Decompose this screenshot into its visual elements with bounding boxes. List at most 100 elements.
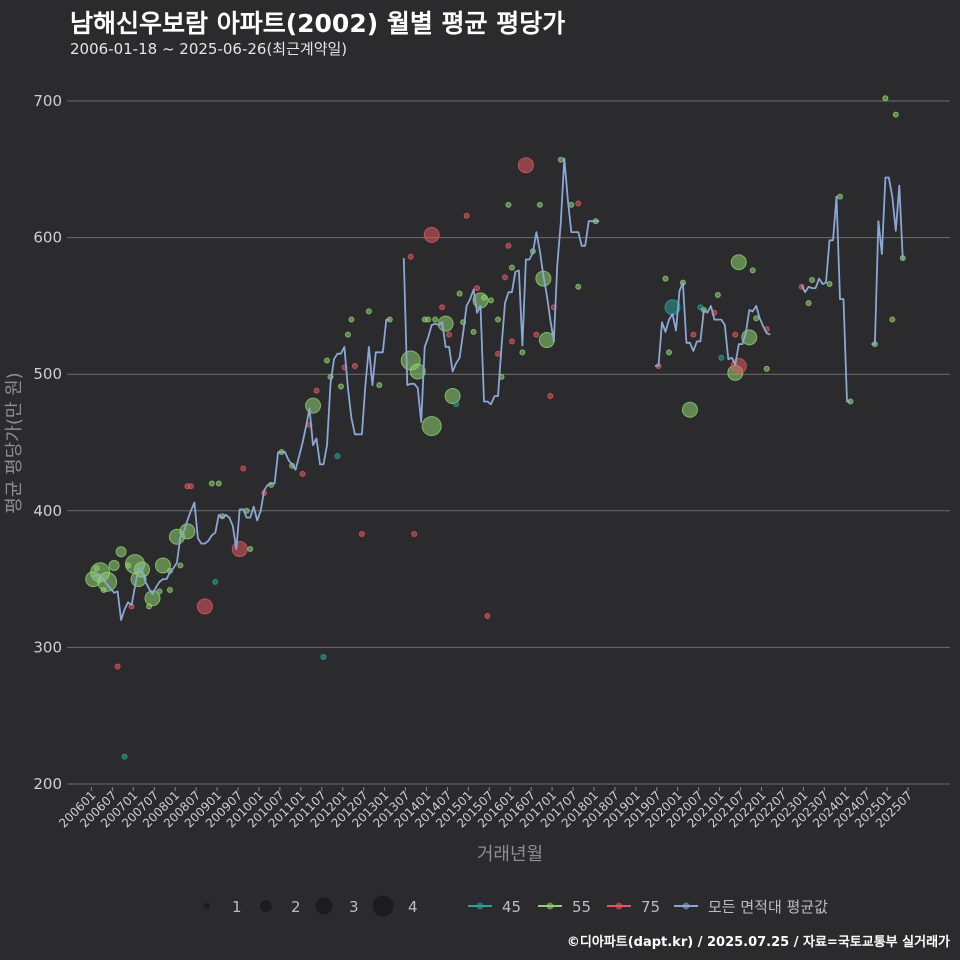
data-point-75 [313,387,320,394]
data-point-45 [453,401,460,408]
data-point-55 [305,397,322,414]
data-point-45 [718,354,725,361]
average-line-segment [871,176,904,346]
data-point-75 [547,393,554,400]
data-point-75 [575,200,582,207]
legend-size-marker [204,903,210,909]
data-point-75 [501,274,508,281]
credit-footer: ©디아파트(dapt.kr) / 2025.07.25 / 자료=국토교통부 실… [566,935,950,950]
legend-size-marker [260,900,272,912]
data-point-55 [714,291,721,298]
data-point-55 [575,283,582,290]
legend: 1 2 3 4 45 55 75 모든 면적대 평균값 [204,895,828,917]
data-point-75 [423,226,440,243]
legend-size-marker [372,895,394,917]
data-point-55 [557,156,564,163]
data-point-55 [481,294,488,301]
data-point-75 [351,363,358,370]
data-point-55 [508,264,515,271]
data-point-55 [166,587,173,594]
data-point-55 [376,382,383,389]
y-tick-label: 600 [33,229,62,247]
data-point-55 [444,388,461,405]
x-axis-ticks: 2006012006072007012007072008012008072009… [56,787,915,831]
legend-size-marker [315,897,333,915]
chart-title: 남해신우보람 아파트(2002) 월별 평균 평당가 [70,9,566,38]
data-point-55 [805,300,812,307]
data-point-55 [662,275,669,282]
data-point-55 [505,201,512,208]
data-point-75 [299,470,306,477]
data-point-55 [836,193,843,200]
data-point-55 [365,308,372,315]
data-point-55 [470,328,477,335]
data-point-55 [337,383,344,390]
average-line-segment [655,281,771,367]
legend-dot [546,902,554,910]
legend-size-label: 3 [349,898,359,916]
data-point-55 [409,363,426,380]
legend-dot [615,902,623,910]
data-point-75 [407,253,414,260]
data-point-75 [690,331,697,338]
data-point-55 [681,401,698,418]
data-point-75 [231,541,248,558]
data-point-55 [144,590,161,607]
chart-subtitle: 2006-01-18 ~ 2025-06-26(최근계약일) [70,40,348,58]
data-point-55 [889,316,896,323]
data-point-55 [156,588,163,595]
data-point-55 [826,281,833,288]
data-point-55 [749,267,756,274]
legend-dot [476,902,484,910]
data-point-75 [358,531,365,538]
data-point-75 [494,350,501,357]
y-tick-label: 300 [33,638,62,656]
data-point-75 [463,212,470,219]
data-point-55 [809,276,816,283]
x-axis-label: 거래년월 [477,844,543,865]
average-line-segment [93,318,390,621]
data-point-75 [484,612,491,619]
data-point-75 [533,331,540,338]
data-point-55 [763,365,770,372]
data-point-55 [432,316,439,323]
data-point-55 [892,111,899,118]
data-point-75 [508,338,515,345]
data-point-75 [505,242,512,249]
data-point-55 [494,316,501,323]
data-point-55 [344,331,351,338]
data-point-55 [421,416,442,437]
data-point-55 [154,557,171,574]
data-point-75 [474,285,481,292]
data-point-55 [730,254,747,271]
data-point-75 [446,331,453,338]
data-point-75 [732,331,739,338]
data-point-55 [215,480,222,487]
data-point-55 [425,316,432,323]
data-point-55 [568,201,575,208]
data-point-75 [411,531,418,538]
y-tick-label: 400 [33,502,62,520]
y-axis-label: 평균 평당가(만 원) [4,372,25,513]
legend-dot [682,902,690,910]
data-point-55 [247,546,254,553]
data-point-55 [348,316,355,323]
data-point-75 [114,663,121,670]
data-point-55 [179,523,196,540]
data-point-75 [240,465,247,472]
data-point-45 [334,453,341,460]
average-line-segment [402,157,600,423]
data-point-55 [882,95,889,102]
data-point-55 [753,315,760,322]
data-point-75 [517,157,534,174]
data-point-55 [115,546,127,558]
data-point-75 [196,598,213,615]
data-point-55 [108,559,120,571]
y-tick-label: 700 [33,92,62,110]
y-tick-label: 200 [33,775,62,793]
legend-series-label: 75 [641,898,660,916]
grid-lines [67,100,950,785]
legend-series-label: 45 [502,898,521,916]
y-tick-label: 500 [33,365,62,383]
